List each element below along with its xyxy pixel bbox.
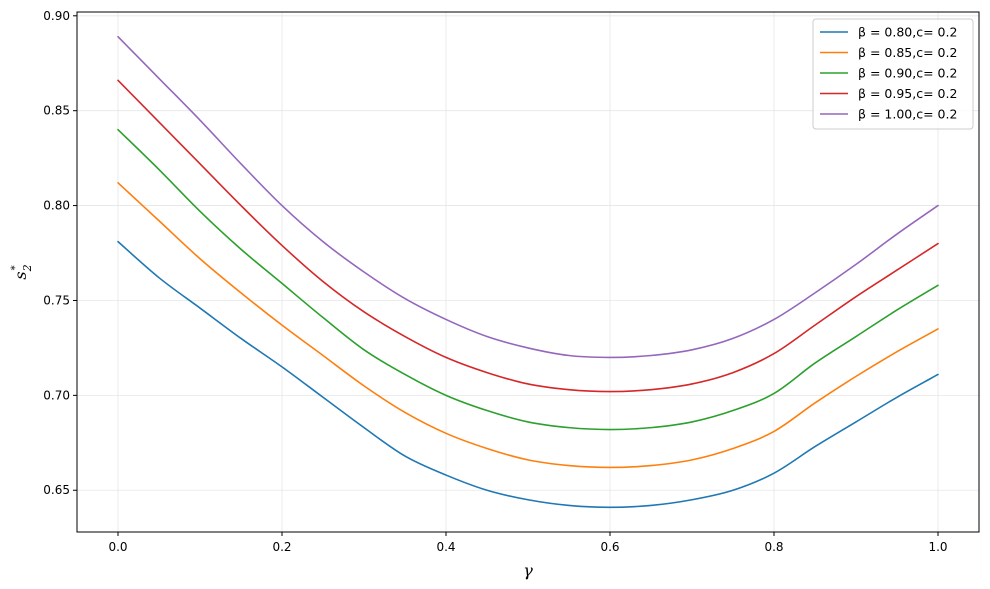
series-line-3 (117, 128, 939, 431)
series-layer (117, 35, 939, 509)
y-tick-label: 0.75 (43, 293, 70, 307)
legend-label-2: β = 0.85,c= 0.2 (858, 45, 957, 60)
legend-label-4: β = 0.95,c= 0.2 (858, 86, 957, 101)
y-tick-label: 0.70 (43, 388, 70, 402)
legend-label-1: β = 0.80,c= 0.2 (858, 25, 957, 40)
svg-text:s2*: s2* (10, 264, 34, 279)
x-tick-label: 1.0 (928, 540, 947, 554)
y-tick-label: 0.80 (43, 199, 70, 213)
y-axis-label-subscript: 2 (21, 264, 34, 272)
legend-label-3: β = 0.90,c= 0.2 (858, 66, 957, 81)
legend: β = 0.80,c= 0.2 β = 0.85,c= 0.2 β = 0.90,c… (812, 18, 974, 130)
y-tick-label: 0.85 (43, 104, 70, 118)
x-tick-label: 0.4 (436, 540, 455, 554)
y-axis-label-main: s (11, 271, 30, 279)
y-axis-label-superscript: * (10, 265, 21, 270)
x-axis-ticks: 0.0 0.2 0.4 0.6 0.8 1.0 (108, 532, 948, 554)
series-line-2 (117, 182, 939, 469)
legend-box (812, 18, 974, 130)
x-tick-label: 0.0 (108, 540, 127, 554)
series-line-1 (117, 240, 939, 509)
series-line-4 (117, 79, 939, 393)
y-axis-label: s2* (10, 264, 34, 279)
y-axis-ticks: 0.65 0.70 0.75 0.80 0.85 0.90 (43, 9, 77, 497)
x-axis-label: γ (523, 561, 533, 580)
plot-frame (76, 11, 980, 533)
legend-label-5: β = 1.00,c= 0.2 (858, 107, 957, 122)
x-tick-label: 0.8 (764, 540, 783, 554)
x-tick-label: 0.2 (272, 540, 291, 554)
x-tick-label: 0.6 (600, 540, 619, 554)
y-tick-label: 0.90 (43, 9, 70, 23)
y-tick-label: 0.65 (43, 483, 70, 497)
series-line-5 (117, 35, 939, 359)
